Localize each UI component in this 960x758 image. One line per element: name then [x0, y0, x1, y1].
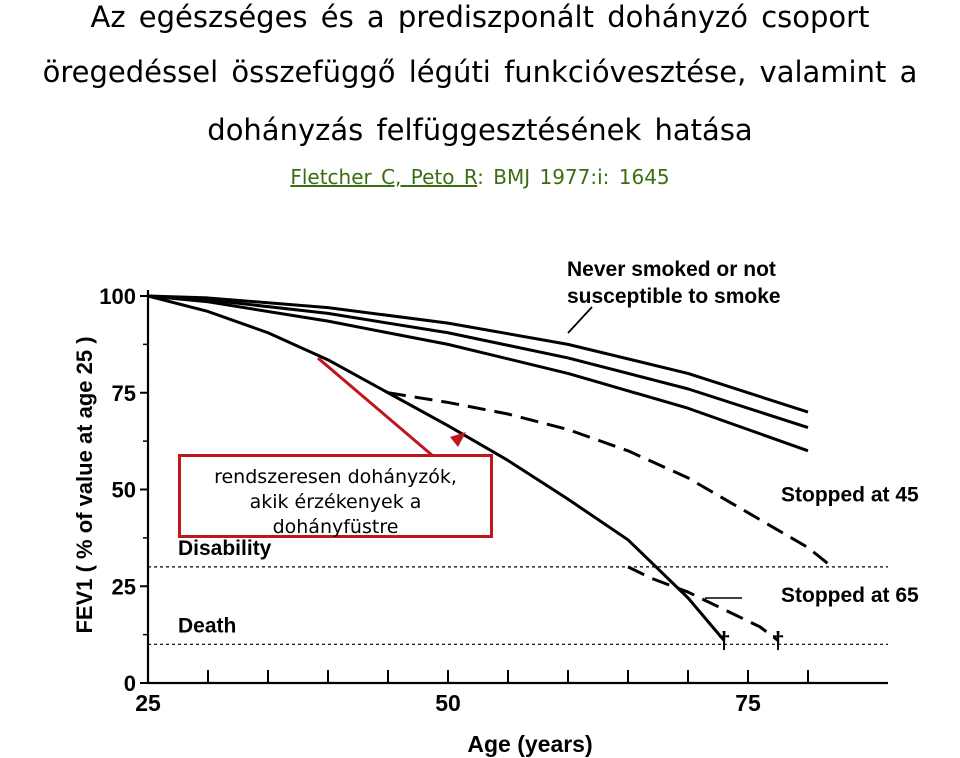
reference-label: Death	[178, 614, 236, 637]
death-cross-mark: †	[717, 627, 730, 654]
series-line-3	[147, 294, 809, 453]
x-axis-title: Age (years)	[467, 731, 592, 757]
y-tick-label: 25	[112, 574, 136, 599]
series-line-2	[147, 294, 809, 430]
citation-authors-link[interactable]: Fletcher C, Peto R	[290, 165, 478, 189]
series-line-6	[627, 565, 779, 642]
callout-line-1: rendszeresen dohányzók,	[214, 466, 457, 488]
y-axis-title: FEV1 ( % of value at age 25 )	[72, 336, 97, 633]
citation: Fletcher C, Peto R: BMJ 1977:i: 1645	[0, 165, 960, 189]
death-cross-mark: †	[771, 627, 784, 654]
series-line-4	[147, 294, 726, 642]
callout-arrow-head	[450, 432, 466, 447]
citation-source: : BMJ 1977:i: 1645	[477, 165, 670, 189]
callout-box: rendszeresen dohányzók, akik érzékenyek …	[178, 454, 493, 538]
slide-title-line-3: dohányzás felfüggesztésének hatása	[207, 113, 753, 147]
annotation-never-smoked-line-1: Never smoked or not	[567, 258, 776, 281]
x-tick-label: 50	[435, 690, 461, 716]
slide-title-line-1: Az egészséges és a prediszponált dohányz…	[90, 0, 870, 34]
annotation-pointer	[567, 306, 593, 334]
series-line-5	[387, 391, 833, 569]
callout-arrow-line	[317, 356, 434, 458]
x-tick-label: 25	[135, 690, 161, 716]
callout-line-3: dohányfüstre	[272, 516, 399, 538]
annotation-label: Stopped at 45	[781, 483, 919, 506]
slide-title-line-2: öregedéssel összefüggő légúti funkcióves…	[42, 55, 918, 89]
y-tick-label: 50	[112, 478, 136, 503]
y-tick-label: 100	[99, 284, 136, 309]
callout-line-2: akik érzékenyek a	[249, 491, 422, 513]
series-line-1	[147, 294, 809, 414]
annotation-label: Stopped at 65	[781, 584, 919, 607]
x-tick-label: 75	[735, 690, 761, 716]
annotation-never-smoked-line-2: susceptible to smoke	[567, 285, 781, 308]
y-tick-label: 75	[112, 381, 136, 406]
reference-label: Disability	[178, 537, 272, 560]
y-tick-label: 0	[124, 671, 136, 696]
